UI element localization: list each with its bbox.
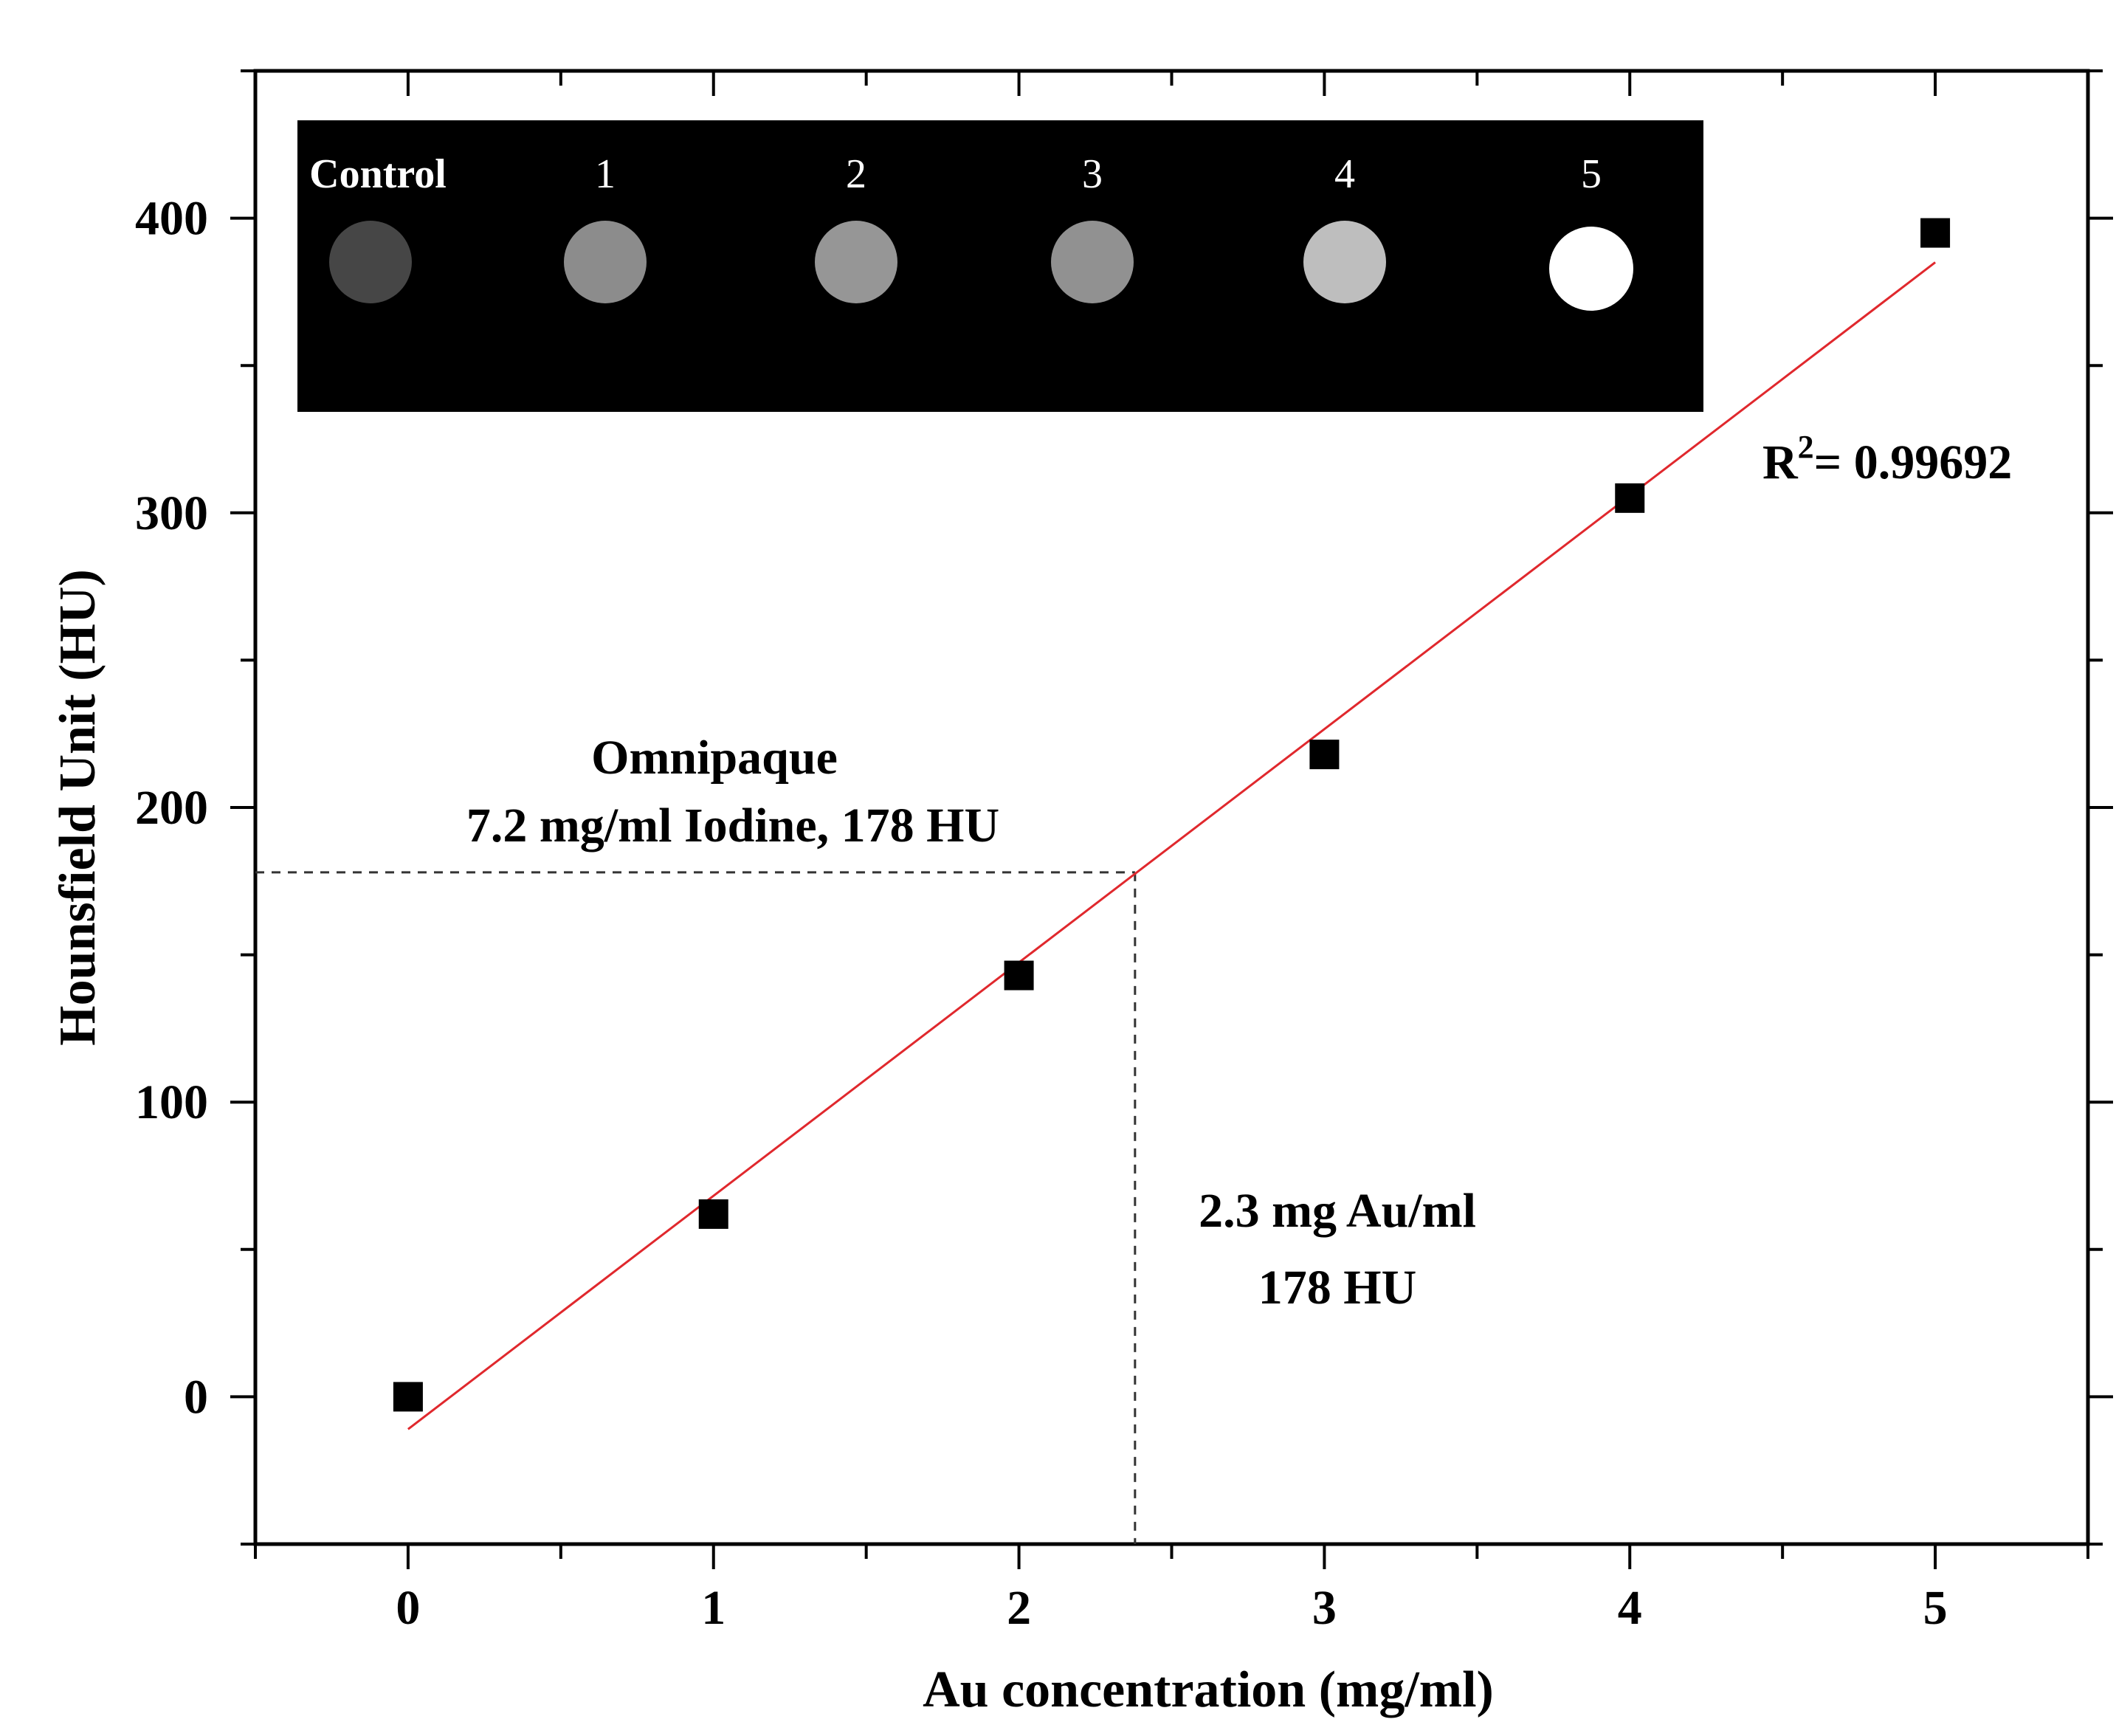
phantom-label: 5 (1581, 151, 1602, 197)
y-tick-label: 100 (135, 1075, 208, 1129)
r-squared-value: = 0.99692 (1814, 435, 2013, 489)
x-tick-label: 0 (396, 1581, 420, 1635)
x-tick-label: 2 (1007, 1581, 1031, 1635)
data-point-square (698, 1199, 728, 1229)
r-squared-annotation: R2= 0.99692 (1762, 429, 2012, 489)
phantom-label: 2 (846, 151, 866, 197)
data-point-square (393, 1382, 423, 1412)
phantom-label: Control (309, 151, 447, 197)
ct-phantom-inset: Control 1 2 3 4 5 (297, 120, 1703, 412)
data-points (393, 218, 1951, 1412)
y-axis-title: Hounsfield Unit (HU) (49, 569, 106, 1046)
r-squared-superscript: 2 (1798, 429, 1814, 465)
x-axis-tick-labels: 0 1 2 3 4 5 (396, 1581, 1947, 1635)
y-tick-label: 0 (184, 1370, 208, 1424)
x-tick-label: 5 (1923, 1581, 1948, 1635)
phantom-well (1303, 221, 1386, 303)
data-point-square (1615, 483, 1645, 513)
phantom-label: 4 (1334, 151, 1355, 197)
inset-background (297, 120, 1703, 412)
iodine-reference-detail: 7.2 mg/ml Iodine, 178 HU (466, 799, 999, 852)
x-tick-label: 3 (1312, 1581, 1337, 1635)
y-axis-tick-labels: 0 100 200 300 400 (135, 192, 208, 1425)
phantom-well (329, 221, 412, 303)
phantom-well (1549, 227, 1633, 311)
x-tick-label: 4 (1618, 1581, 1642, 1635)
phantom-label: 3 (1082, 151, 1103, 197)
gold-reference-hu: 178 HU (1258, 1261, 1417, 1315)
data-point-square (1309, 740, 1340, 770)
gold-reference-concentration: 2.3 mg Au/ml (1199, 1184, 1476, 1238)
iodine-reference-title: Omnipaque (591, 731, 838, 785)
y-tick-label: 400 (135, 192, 208, 246)
phantom-well (564, 221, 647, 303)
y-tick-label: 300 (135, 486, 208, 540)
linear-fit-line (407, 261, 1936, 1430)
x-axis-ticks (254, 71, 2089, 1569)
y-tick-label: 200 (135, 781, 208, 835)
phantom-well (1051, 221, 1134, 303)
data-point-square (1004, 960, 1034, 991)
phantom-label: 1 (595, 151, 616, 197)
r-squared-label: R (1762, 435, 1799, 489)
data-point-square (1920, 218, 1951, 248)
y-axis-ticks (230, 69, 2113, 1546)
x-tick-label: 1 (701, 1581, 726, 1635)
x-axis-title: Au concentration (mg/ml) (923, 1661, 1494, 1718)
phantom-well (815, 221, 897, 303)
